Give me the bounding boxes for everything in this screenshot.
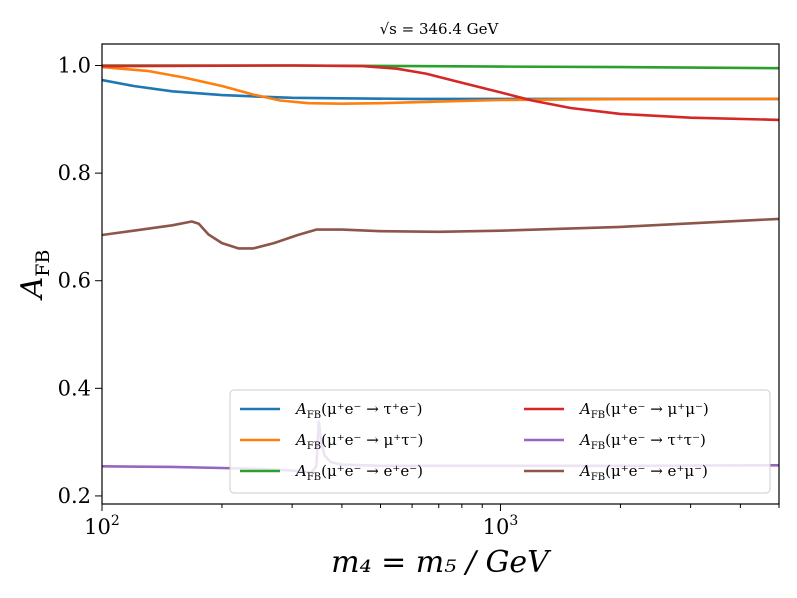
- y-axis-label-text: AFB: [15, 250, 54, 302]
- legend-label-5: AFB(μ⁺e⁻ → e⁺μ⁻): [578, 462, 708, 483]
- legend-label-1: AFB(μ⁺e⁻ → μ⁺τ⁻): [294, 431, 423, 452]
- x-axis-label: m₄ = m₅ / GeV: [331, 545, 552, 580]
- chart-title: √s = 346.4 GeV: [380, 20, 500, 38]
- legend: AFB(μ⁺e⁻ → τ⁺e⁻) AFB(μ⁺e⁻ → μ⁺τ⁻) AFB(μ⁺e⁻…: [229, 389, 771, 494]
- y-tick-label: 0.8: [58, 161, 91, 185]
- y-tick-label: 0.6: [58, 269, 91, 293]
- legend-label-4: AFB(μ⁺e⁻ → τ⁺τ⁻): [578, 431, 706, 452]
- series-line-3: [102, 64, 779, 122]
- plot-frame: [101, 43, 780, 505]
- y-tick-label: 1.0: [58, 54, 91, 78]
- x-axis-ticks: 102 103: [84, 504, 780, 539]
- legend-label-0: AFB(μ⁺e⁻ → τ⁺e⁻): [294, 400, 422, 421]
- x-tick-label: 102: [84, 513, 120, 539]
- legend-label-3: AFB(μ⁺e⁻ → μ⁺μ⁻): [578, 400, 709, 421]
- y-tick-label: 0.4: [58, 376, 91, 400]
- x-tick-label: 103: [483, 513, 519, 539]
- y-axis-label: AFB: [15, 250, 54, 302]
- series-line-1: [102, 65, 779, 105]
- series-line-5: [102, 217, 779, 250]
- y-axis-ticks: 0.2 0.4 0.6 0.8 1.0: [58, 54, 102, 508]
- y-tick-label: 0.2: [58, 484, 91, 508]
- legend-label-2: AFB(μ⁺e⁻ → e⁺e⁻): [294, 462, 423, 483]
- legend-box: [229, 389, 771, 494]
